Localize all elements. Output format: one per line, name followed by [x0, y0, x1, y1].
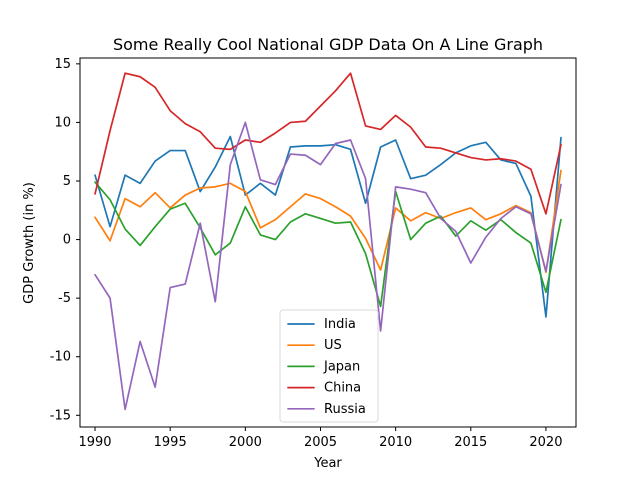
y-tick-label: 5: [63, 174, 71, 189]
x-tick-label: 2000: [229, 435, 262, 450]
x-tick-label: 2010: [379, 435, 412, 450]
series-line-japan: [94, 181, 562, 308]
x-tick-label: 2005: [304, 435, 337, 450]
legend-box: [279, 309, 379, 423]
y-tick-label: 10: [54, 115, 71, 130]
chart-title: Some Really Cool National GDP Data On A …: [113, 35, 543, 54]
plot-frame: [79, 57, 577, 428]
series-line-us: [94, 169, 562, 274]
legend-label-india: India: [324, 317, 356, 332]
series-layer: [94, 72, 562, 411]
legend-label-china: China: [324, 381, 361, 396]
legend-label-japan: Japan: [323, 359, 360, 374]
y-tick-label: 15: [54, 57, 71, 72]
plot-area: 1990 1995 2000 2005 2010 2015 2020 -15 -10 -5 0 5 10…: [50, 57, 577, 450]
y-tick-label: 0: [63, 233, 71, 248]
legend-label-us: US: [324, 338, 342, 353]
series-line-russia: [94, 121, 562, 411]
x-tick-label: 2020: [529, 435, 562, 450]
x-axis-label: Year: [313, 456, 342, 471]
legend-label-russia: Russia: [324, 402, 366, 417]
y-tick-label: -15: [50, 408, 71, 423]
x-tick-label: 1990: [78, 435, 111, 450]
y-tick-label: -5: [58, 291, 71, 306]
x-tick-label: 1995: [154, 435, 187, 450]
legend: India US Japan China Russia: [279, 309, 379, 423]
series-line-india: [94, 135, 562, 318]
series-line-china: [94, 72, 562, 215]
x-tick-label: 2015: [454, 435, 487, 450]
y-axis-label: GDP Growth (in %): [22, 182, 37, 304]
y-tick-label: -10: [50, 350, 71, 365]
